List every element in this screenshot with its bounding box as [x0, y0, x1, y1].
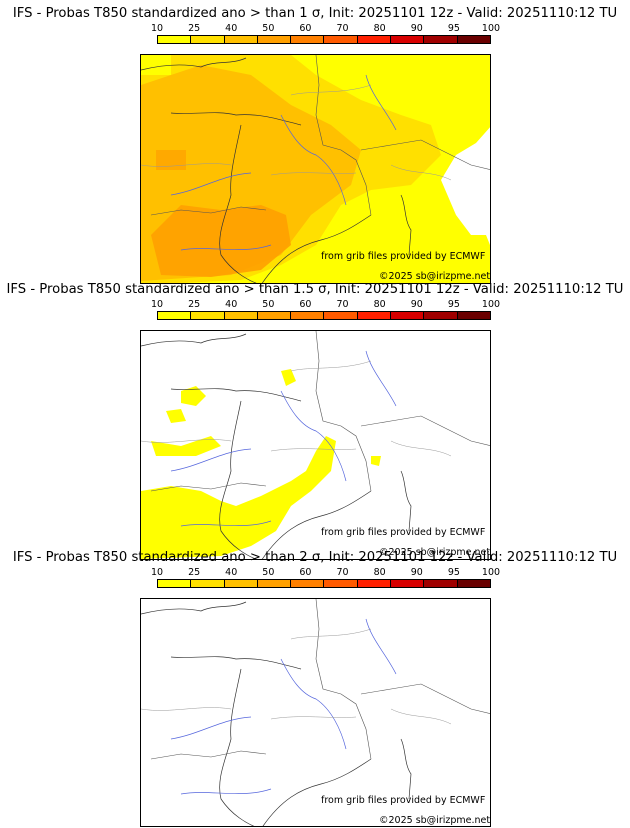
colorbar-swatch [324, 580, 358, 587]
panel-title: IFS - Probas T850 standardized ano > tha… [6, 282, 624, 297]
panel-2: IFS - Probas T850 standardized ano > tha… [0, 282, 630, 560]
colorbar-tick-label: 60 [299, 23, 312, 34]
copyright-credit: ©2025 sb@irizpme.net [379, 547, 491, 558]
colorbar-tick-label: 95 [447, 567, 460, 578]
colorbar-boxes [157, 35, 491, 44]
colorbar-tick-label: 50 [262, 23, 275, 34]
colorbar-tick-label: 40 [225, 299, 238, 310]
colorbar-swatch [457, 36, 490, 43]
colorbar-tick-label: 80 [373, 23, 386, 34]
colorbar-swatch [224, 580, 258, 587]
probability-map: from grib files provided by ECMWF ©2025 … [140, 330, 491, 560]
colorbar: 10 25 40 50 60 70 80 90 95 100 [151, 23, 500, 51]
colorbar-swatch [257, 312, 292, 319]
map-canvas [141, 599, 490, 826]
colorbar-tick-label: 25 [188, 567, 201, 578]
colorbar-swatch [324, 312, 358, 319]
colorbar-tick-label: 50 [262, 567, 275, 578]
panel-title: IFS - Probas T850 standardized ano > tha… [12, 6, 618, 21]
geography [141, 599, 490, 826]
colorbar-swatch [357, 580, 392, 587]
colorbar-swatch [391, 36, 425, 43]
colorbar-tick-label: 25 [188, 23, 201, 34]
colorbar-tick-label: 60 [299, 299, 312, 310]
colorbar-tick-label: 90 [410, 23, 423, 34]
colorbar-swatch [191, 312, 225, 319]
colorbar-boxes [157, 579, 491, 588]
map-canvas [141, 55, 490, 283]
colorbar-tick-label: 60 [299, 567, 312, 578]
colorbar-swatch [158, 312, 192, 319]
copyright-credit: ©2025 sb@irizpme.net [379, 815, 491, 826]
colorbar-tick-label: 25 [188, 299, 201, 310]
panel-title: IFS - Probas T850 standardized ano > tha… [12, 550, 618, 565]
colorbar-tick-label: 40 [225, 567, 238, 578]
colorbar-swatch [424, 580, 458, 587]
colorbar-tick-label: 50 [262, 299, 275, 310]
colorbar-tick-label: 40 [225, 23, 238, 34]
colorbar-tick-label: 80 [373, 299, 386, 310]
colorbar-swatch [158, 36, 192, 43]
colorbar-swatch [257, 36, 292, 43]
colorbar-boxes [157, 311, 491, 320]
source-credit: from grib files provided by ECMWF [321, 795, 486, 806]
colorbar-swatch [191, 580, 225, 587]
colorbar-tick-label: 70 [336, 299, 349, 310]
colorbar-tick-label: 90 [410, 299, 423, 310]
colorbar-swatch [158, 580, 192, 587]
probability-field [141, 599, 490, 826]
colorbar-swatch [357, 312, 392, 319]
colorbar: 10 25 40 50 60 70 80 90 95 100 [151, 299, 500, 327]
geography [141, 55, 490, 283]
colorbar-swatch [291, 580, 325, 587]
probability-map: from grib files provided by ECMWF ©2025 … [140, 54, 491, 284]
source-credit: from grib files provided by ECMWF [321, 251, 486, 262]
colorbar-tick-label: 70 [336, 567, 349, 578]
colorbar-tick-label: 95 [447, 299, 460, 310]
colorbar-tick-label: 70 [336, 23, 349, 34]
probability-field [141, 331, 490, 559]
colorbar-swatch [257, 580, 292, 587]
colorbar-swatch [224, 312, 258, 319]
colorbar-tick-label: 100 [481, 299, 501, 310]
copyright-credit: ©2025 sb@irizpme.net [379, 271, 491, 282]
colorbar-swatch [357, 36, 392, 43]
colorbar-tick-label: 10 [150, 567, 164, 578]
colorbar-tick-label: 10 [150, 23, 164, 34]
colorbar-swatch [291, 312, 325, 319]
colorbar-labels: 10 25 40 50 60 70 80 90 95 100 [151, 23, 500, 34]
probability-field [141, 55, 490, 283]
colorbar-tick-label: 80 [373, 567, 386, 578]
colorbar-tick-label: 10 [150, 299, 164, 310]
map-canvas [141, 331, 490, 559]
colorbar-tick-label: 90 [410, 567, 423, 578]
colorbar-labels: 10 25 40 50 60 70 80 90 95 100 [151, 299, 500, 310]
colorbar-swatch [324, 36, 358, 43]
colorbar-swatch [424, 312, 458, 319]
colorbar-swatch [457, 312, 490, 319]
colorbar-swatch [391, 312, 425, 319]
colorbar-tick-label: 95 [447, 23, 460, 34]
colorbar-swatch [391, 580, 425, 587]
source-credit: from grib files provided by ECMWF [321, 527, 486, 538]
colorbar: 10 25 40 50 60 70 80 90 95 100 [151, 567, 500, 595]
geography [141, 331, 490, 559]
colorbar-swatch [191, 36, 225, 43]
colorbar-swatch [424, 36, 458, 43]
colorbar-swatch [224, 36, 258, 43]
panel-1: IFS - Probas T850 standardized ano > tha… [0, 6, 630, 284]
colorbar-tick-label: 100 [481, 23, 501, 34]
probability-map: from grib files provided by ECMWF ©2025 … [140, 598, 491, 827]
colorbar-tick-label: 100 [481, 567, 501, 578]
colorbar-labels: 10 25 40 50 60 70 80 90 95 100 [151, 567, 500, 578]
panel-3: IFS - Probas T850 standardized ano > tha… [0, 550, 630, 827]
colorbar-swatch [457, 580, 490, 587]
colorbar-swatch [291, 36, 325, 43]
